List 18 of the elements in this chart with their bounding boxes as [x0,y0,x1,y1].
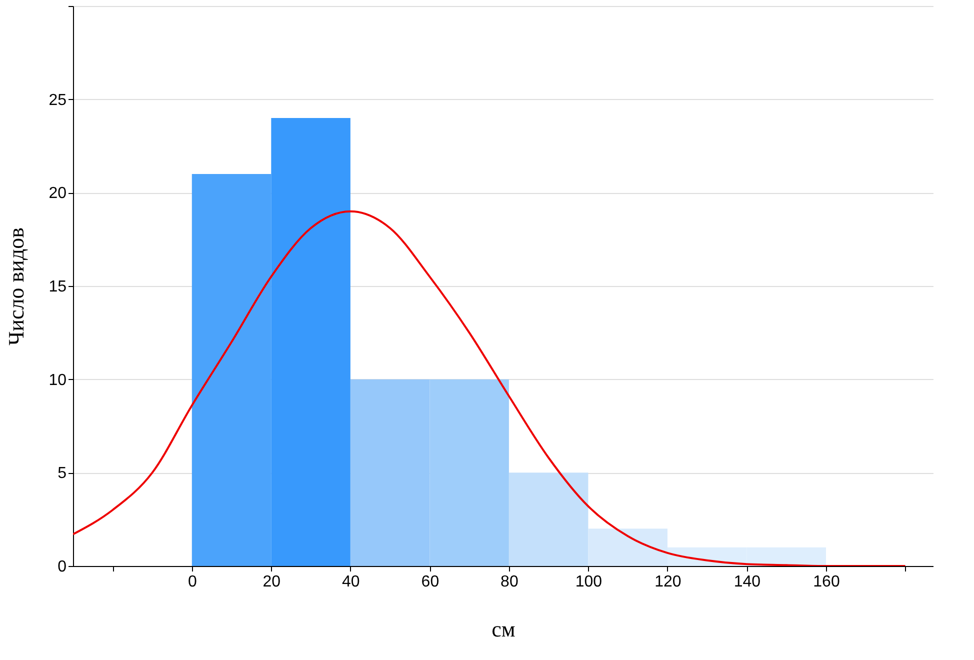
x-axis-title: см [492,616,516,642]
x-tick-label: 0 [188,574,197,590]
x-tick-label: 160 [813,574,840,590]
line-series [73,210,906,566]
y-tick-label: 15 [48,278,67,296]
x-tick-label: 100 [575,574,602,590]
y-tick-label: 0 [58,558,67,576]
y-tick-label: 20 [48,185,67,202]
x-tick-label: 20 [262,574,281,590]
x-tick-label: 120 [654,574,682,590]
x-tick-label: 80 [500,574,518,590]
y-tick-label: 5 [58,465,67,482]
x-tick-label: 60 [421,574,440,590]
x-tick-label: 140 [734,574,761,590]
y-tick-label: 10 [48,372,67,389]
y-axis-title: Число видов [4,227,29,346]
x-tick-label: 40 [342,574,360,590]
y-tick-label: 25 [48,92,67,109]
